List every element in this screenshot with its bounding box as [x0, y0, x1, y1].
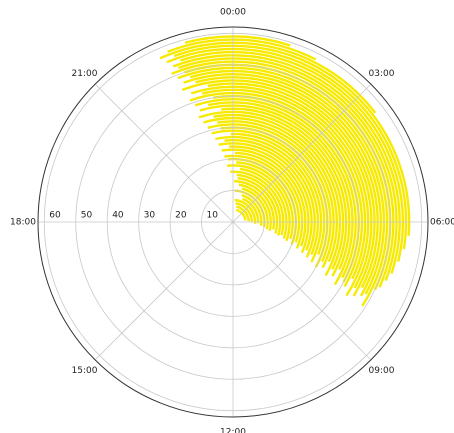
angle-tick-label: 15:00 — [72, 366, 98, 376]
arc — [190, 85, 370, 297]
arc — [167, 38, 317, 61]
arc — [195, 76, 379, 289]
angle-tick-label: 00:00 — [220, 8, 246, 18]
arc — [239, 167, 288, 239]
arc — [221, 148, 307, 247]
arc — [211, 129, 326, 256]
arc — [221, 107, 348, 277]
angle-tick-label: 09:00 — [369, 366, 395, 376]
arc — [171, 60, 395, 288]
arc — [235, 208, 247, 221]
arc — [224, 154, 301, 243]
arc — [235, 205, 250, 222]
arc — [242, 197, 260, 224]
arc — [230, 170, 285, 236]
arc — [237, 177, 279, 234]
radial-tick-label: 50 — [81, 211, 93, 221]
arc — [224, 139, 316, 258]
radial-tick-label: 30 — [144, 211, 156, 221]
arc — [230, 132, 323, 263]
angle-tick-label: 12:00 — [220, 428, 246, 433]
grid-spoke — [94, 83, 234, 223]
arc — [234, 179, 276, 230]
arc — [194, 98, 357, 279]
arc — [236, 161, 294, 240]
arc — [226, 164, 291, 242]
arc — [198, 110, 345, 270]
angle-tick-label: 03:00 — [369, 69, 395, 79]
arc — [172, 54, 401, 274]
arc — [166, 47, 408, 250]
angle-tick-label: 18:00 — [10, 218, 36, 228]
arc — [228, 145, 310, 254]
arc — [159, 41, 377, 114]
arc — [189, 69, 386, 295]
arc — [173, 44, 411, 236]
arc — [215, 135, 320, 255]
radial-tick-label: 10 — [207, 211, 219, 221]
grid-spoke — [94, 221, 234, 361]
arc — [177, 66, 389, 307]
arc — [183, 72, 382, 297]
arc — [235, 202, 254, 223]
arc — [234, 151, 304, 249]
arc — [207, 123, 332, 263]
arc — [217, 120, 335, 269]
grid-spoke — [232, 83, 372, 223]
grid-spoke — [232, 221, 372, 361]
arc — [199, 104, 351, 270]
arc — [201, 88, 367, 280]
angle-tick-label: 06:00 — [430, 218, 454, 228]
radial-tick-label: 40 — [112, 211, 124, 221]
arc — [203, 117, 338, 263]
radial-tick-label: 60 — [49, 211, 61, 221]
radial-tick-label: 20 — [175, 211, 187, 221]
arc — [189, 91, 364, 288]
arc — [178, 57, 398, 282]
arc — [238, 183, 272, 232]
arc — [184, 35, 291, 47]
arc — [207, 82, 373, 289]
arc — [234, 198, 257, 224]
arc — [213, 113, 342, 277]
arc — [241, 187, 269, 230]
arc — [207, 101, 354, 286]
arc — [236, 173, 282, 236]
angle-tick-label: 21:00 — [72, 69, 98, 79]
outer-frame — [37, 26, 429, 418]
arc — [218, 142, 313, 251]
